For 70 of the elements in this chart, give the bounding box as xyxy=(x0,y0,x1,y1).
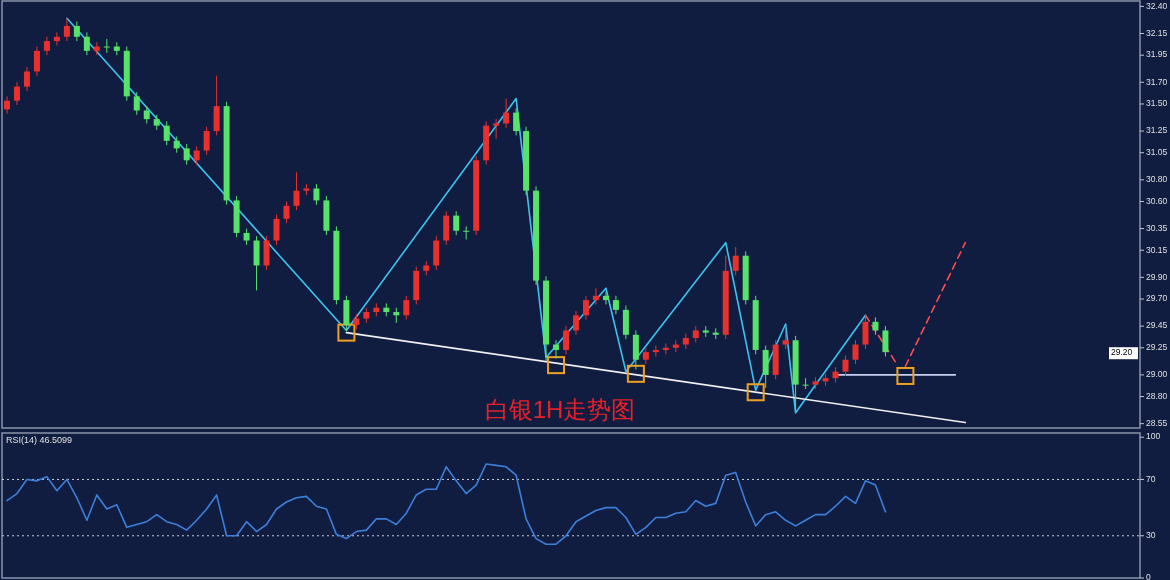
y-tick-label: 28.55 xyxy=(1146,417,1168,428)
line-series xyxy=(6,463,887,546)
point xyxy=(896,366,915,385)
y-tick-label: 30.35 xyxy=(1146,222,1168,233)
candlestick xyxy=(642,347,649,365)
candlestick xyxy=(592,287,599,305)
candlestick xyxy=(553,339,560,360)
point xyxy=(547,356,566,375)
candlestick xyxy=(782,325,789,350)
point xyxy=(337,323,356,342)
candlestick xyxy=(33,46,40,77)
candlestick xyxy=(842,354,849,377)
y-tick-label: 30 xyxy=(1146,530,1156,541)
y-tick-label: 32.15 xyxy=(1146,27,1168,38)
y-tick-label: 29.70 xyxy=(1146,293,1168,304)
candlestick xyxy=(53,31,60,46)
candlestick xyxy=(63,17,70,42)
y-tick-label: 30.15 xyxy=(1146,244,1168,255)
candlestick xyxy=(163,120,170,146)
candlestick xyxy=(43,36,50,56)
y-tick-label: 0 xyxy=(1146,572,1151,580)
y-tick-label: 32.40 xyxy=(1146,0,1168,11)
candlestick xyxy=(313,183,320,206)
candlestick xyxy=(862,314,869,350)
candlestick xyxy=(612,295,619,315)
candlestick xyxy=(493,118,500,140)
candlestick xyxy=(602,290,609,305)
candlestick xyxy=(573,310,579,336)
candlestick xyxy=(453,210,460,236)
chart-title: RSI(14) 46.5099 xyxy=(6,435,73,445)
y-tick-label: 29.00 xyxy=(1146,369,1168,380)
candlestick xyxy=(463,225,470,240)
candlestick xyxy=(133,91,140,116)
y-tick-label: 100 xyxy=(1146,431,1161,442)
text: 白银1H走势图 xyxy=(484,396,636,423)
point xyxy=(746,383,765,402)
candlestick xyxy=(4,95,10,115)
y-tick-label: 29.25 xyxy=(1146,342,1168,353)
y-tick-label: 31.70 xyxy=(1146,76,1168,87)
candlestick xyxy=(403,295,410,321)
annotation: 29.20 xyxy=(1111,347,1133,358)
y-tick-label: 29.45 xyxy=(1146,320,1168,331)
point xyxy=(626,364,645,383)
y-tick-label: 29.90 xyxy=(1146,271,1168,282)
y-tick-label: 28.80 xyxy=(1146,390,1168,401)
candlestick xyxy=(652,345,659,357)
y-tick-label: 31.95 xyxy=(1146,49,1168,60)
candlestick xyxy=(183,143,190,166)
candlestick xyxy=(582,295,589,321)
candlestick xyxy=(203,126,210,156)
candlestick xyxy=(23,66,30,92)
y-tick-label: 30.60 xyxy=(1146,195,1168,206)
candlestick xyxy=(73,21,80,42)
candlestick xyxy=(103,38,110,54)
y-tick-label: 31.25 xyxy=(1146,125,1168,136)
y-tick-label: 31.50 xyxy=(1146,98,1168,109)
candlestick xyxy=(293,171,300,211)
y-tick-label: 30.80 xyxy=(1146,174,1168,185)
y-tick-label: 31.05 xyxy=(1146,146,1168,157)
candlestick xyxy=(732,246,739,276)
candlestick xyxy=(882,325,889,357)
candlestick xyxy=(802,377,809,390)
candlestick xyxy=(273,214,280,246)
candlestick xyxy=(513,107,520,136)
candlestick xyxy=(503,98,510,129)
candlestick xyxy=(83,31,90,56)
candlestick xyxy=(13,81,20,106)
candlestick xyxy=(563,325,569,355)
y-tick-label: 70 xyxy=(1146,473,1156,484)
candlestick xyxy=(193,145,200,166)
